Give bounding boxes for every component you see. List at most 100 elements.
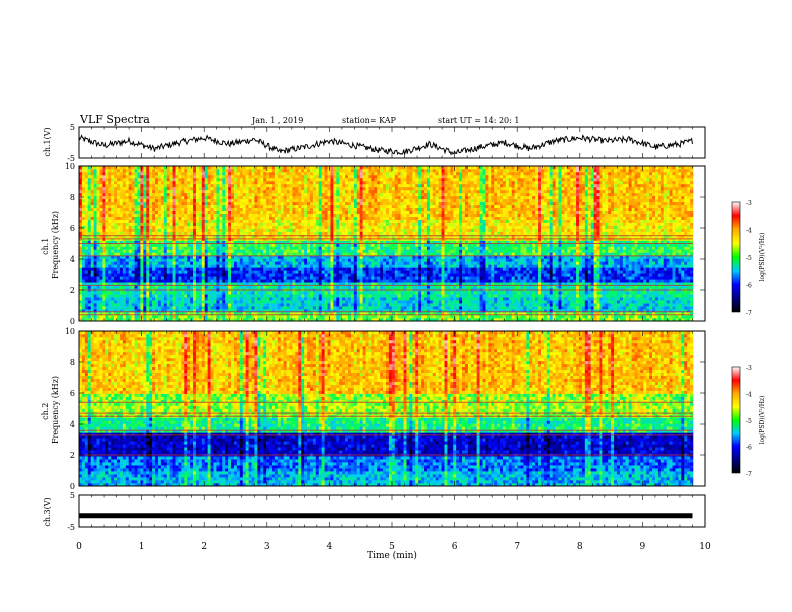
spectrogram-cell bbox=[415, 273, 419, 277]
spectrogram-cell bbox=[421, 282, 425, 286]
spectrogram-cell bbox=[584, 282, 589, 286]
spectrogram-cell bbox=[590, 312, 594, 316]
spectrogram-cell bbox=[514, 291, 518, 295]
spectrogram-cell bbox=[184, 303, 188, 307]
spectrogram-cell bbox=[438, 303, 442, 307]
spectrogram-cell bbox=[456, 282, 460, 286]
spectrogram-cell bbox=[540, 264, 545, 268]
spectrogram-cell bbox=[462, 303, 466, 307]
spectrogram-cell bbox=[266, 261, 270, 265]
spectrogram-cell bbox=[119, 279, 124, 283]
spectrogram-cell bbox=[365, 306, 369, 310]
spectrogram-cell bbox=[377, 282, 381, 286]
spectrogram-cell bbox=[79, 294, 83, 298]
spectrogram-cell bbox=[511, 279, 515, 283]
spectrogram-cell bbox=[397, 264, 401, 268]
spectrogram-cell bbox=[102, 252, 106, 256]
spectrogram-cell bbox=[87, 309, 91, 313]
spectrogram-cell bbox=[271, 309, 276, 313]
spectrogram-cell bbox=[204, 309, 208, 313]
spectrogram-cell bbox=[298, 315, 302, 319]
spectrogram-cell bbox=[479, 273, 483, 277]
spectrogram-cell bbox=[631, 303, 635, 307]
spectrogram-cell bbox=[605, 258, 609, 262]
spectrogram-cell bbox=[520, 270, 524, 274]
spectrogram-cell bbox=[415, 255, 419, 259]
spectrogram-cell bbox=[207, 249, 211, 253]
spectrogram-cell bbox=[616, 315, 621, 319]
spectrogram-cell bbox=[277, 303, 282, 307]
spectrogram-cell bbox=[119, 318, 124, 322]
spectrogram-cell bbox=[155, 255, 159, 259]
spectrogram-cell bbox=[178, 315, 182, 319]
spectrogram-cell bbox=[79, 270, 83, 274]
spectrogram-cell bbox=[540, 270, 545, 274]
spectrogram-cell bbox=[564, 285, 568, 289]
spectrogram-cell bbox=[505, 267, 510, 271]
spectrogram-cell bbox=[99, 300, 103, 304]
spectrogram-cell bbox=[245, 309, 249, 313]
spectrogram-cell bbox=[643, 315, 647, 319]
spectrogram-cell bbox=[473, 255, 477, 259]
spectrogram-cell bbox=[160, 273, 165, 277]
spectrogram-cell bbox=[251, 276, 255, 280]
spectrogram-cell bbox=[228, 282, 232, 286]
spectrogram-cell bbox=[476, 309, 480, 313]
spectrogram-cell bbox=[643, 252, 647, 256]
spectrogram-cell bbox=[108, 294, 112, 298]
spectrogram-cell bbox=[412, 297, 416, 301]
spectrogram-cell bbox=[125, 282, 129, 286]
spectrogram-cell bbox=[298, 258, 302, 262]
spectrogram-cell bbox=[485, 270, 489, 274]
spectrogram-cell bbox=[152, 261, 156, 265]
spectrogram-cell bbox=[318, 279, 322, 283]
spectrogram-cell bbox=[552, 291, 556, 295]
spectrogram-cell bbox=[90, 252, 94, 256]
spectrogram-cell bbox=[388, 273, 393, 277]
spectrogram-cell bbox=[394, 267, 398, 271]
spectrogram-cell bbox=[424, 252, 428, 256]
spectrogram-cell bbox=[412, 303, 416, 307]
spectrogram-cell bbox=[687, 282, 691, 286]
spectrogram-cell bbox=[102, 309, 106, 313]
spectrogram-cell bbox=[228, 306, 232, 310]
spectrogram-cell bbox=[660, 300, 665, 304]
spectrogram-cell bbox=[412, 285, 416, 289]
spectrogram-cell bbox=[368, 294, 372, 298]
spectrogram-cell bbox=[371, 261, 375, 265]
spectrogram-cell bbox=[538, 318, 542, 322]
spectrogram-cell bbox=[271, 252, 276, 256]
spectrogram-cell bbox=[631, 315, 635, 319]
spectrogram-cell bbox=[111, 276, 115, 280]
spectrogram-cell bbox=[514, 306, 518, 310]
spectrogram-cell bbox=[339, 267, 343, 271]
spectrogram-cell bbox=[663, 273, 667, 277]
spectrogram-cell bbox=[169, 282, 173, 286]
spectrogram-cell bbox=[593, 264, 597, 268]
spectrogram-cell bbox=[409, 303, 413, 307]
spectrogram-cell bbox=[666, 315, 670, 319]
spectrogram-cell bbox=[181, 252, 185, 256]
spectrogram-cell bbox=[418, 285, 422, 289]
spectrogram-cell bbox=[198, 306, 203, 310]
spectrogram-cell bbox=[383, 270, 387, 274]
spectrogram-cell bbox=[111, 279, 115, 283]
spectrogram-cell bbox=[684, 255, 688, 259]
spectrogram-cell bbox=[415, 306, 419, 310]
spectrogram-cell bbox=[681, 297, 685, 301]
spectrogram-cell bbox=[625, 291, 629, 295]
spectrogram-cell bbox=[312, 309, 317, 313]
spectrogram-cell bbox=[418, 300, 422, 304]
spectrogram-cell bbox=[663, 267, 667, 271]
spectrogram-cell bbox=[470, 261, 475, 265]
spectrogram-cell bbox=[406, 267, 410, 271]
spectrogram-cell bbox=[122, 255, 127, 259]
spectrogram-cell bbox=[231, 249, 235, 253]
spectrogram-cell bbox=[309, 300, 314, 304]
spectrogram-cell bbox=[122, 312, 127, 316]
spectrogram-cell bbox=[581, 267, 586, 271]
spectrogram-cell bbox=[400, 267, 404, 271]
spectrogram-cell bbox=[327, 285, 331, 289]
spectrogram-cell bbox=[619, 306, 624, 310]
spectrogram-cell bbox=[479, 270, 483, 274]
